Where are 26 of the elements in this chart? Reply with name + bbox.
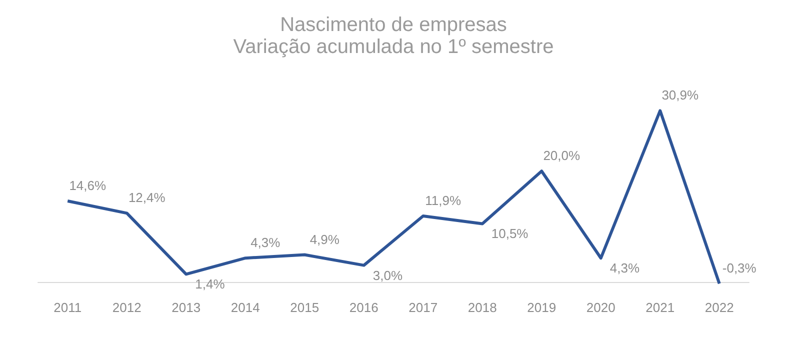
data-label: 20,0% [543,148,580,164]
x-tick-label: 2012 [112,300,142,315]
data-label: 10,5% [491,226,529,242]
x-tick-label: 2014 [230,300,260,315]
data-label: 14,6% [69,178,106,194]
data-label: 12,4% [128,190,166,206]
data-label: 30,9% [662,88,699,103]
data-label: 4,3% [250,235,281,250]
x-tick-label: 2016 [349,300,378,315]
x-tick-label: 2021 [646,300,675,315]
x-tick-label: 2015 [290,300,320,315]
x-tick-label: 2019 [527,300,556,315]
chart-subtitle: Variação acumulada no 1º semestre [233,36,554,58]
data-label: -0,3% [722,260,757,276]
x-tick-label: 2013 [172,300,201,315]
data-label: 11,9% [425,192,462,208]
x-tick-label: 2018 [468,300,497,315]
chart-title: Nascimento de empresas [280,14,507,36]
data-label: 1,4% [195,276,226,292]
x-tick-label: 2017 [408,300,438,315]
x-tick-label: 2020 [586,300,616,315]
data-label: 4,9% [310,232,340,247]
data-label: 3,0% [372,268,403,283]
x-tick-label: 2011 [54,300,82,315]
data-label: 4,3% [610,260,640,276]
x-tick-label: 2022 [704,300,734,315]
